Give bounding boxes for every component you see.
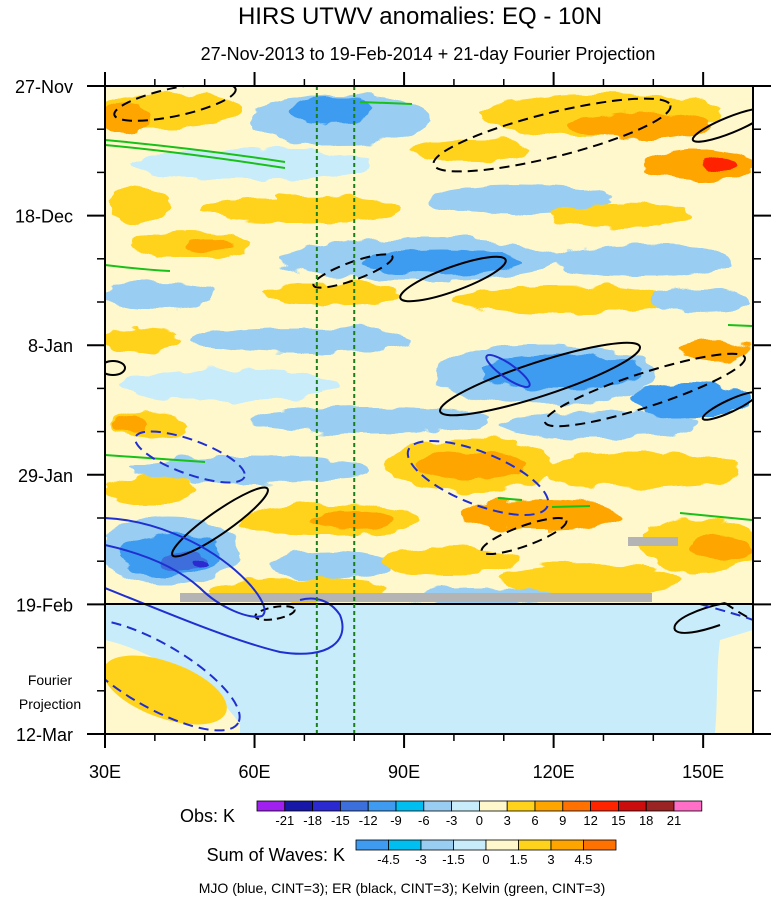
- x-tick-label: 90E: [388, 762, 420, 782]
- obs-legend-swatch: [645, 800, 675, 812]
- x-tick-label: 120E: [533, 762, 575, 782]
- obs-legend-level-label: -6: [418, 813, 430, 828]
- obs-legend-level-label: 6: [531, 813, 538, 828]
- waves-legend-swatch: [420, 839, 454, 851]
- projection-right-positive: [715, 630, 753, 734]
- obs-legend-swatch: [339, 800, 369, 812]
- chart-subtitle: 27-Nov-2013 to 19-Feb-2014 + 21-day Four…: [201, 44, 656, 64]
- obs-legend-level-label: 21: [667, 813, 681, 828]
- y-tick-label: 27-Nov: [15, 77, 73, 97]
- x-axis: 30E 60E 90E 120E 150E: [89, 72, 724, 782]
- y-tick-label: 19-Feb: [16, 595, 73, 615]
- obs-legend-swatch: [506, 800, 536, 812]
- obs-legend-swatch: [478, 800, 508, 812]
- waves-legend-level-label: 3: [547, 852, 554, 867]
- missing-data-bar: [180, 593, 652, 602]
- obs-legend-level-label: 18: [639, 813, 653, 828]
- reference-lines: [315, 86, 356, 734]
- obs-legend-level-label: 0: [476, 813, 483, 828]
- obs-legend-swatch: [590, 800, 619, 812]
- obs-legend-swatch: [562, 800, 591, 812]
- waves-legend-level-label: 4.5: [574, 852, 592, 867]
- obs-legend-level-label: -9: [390, 813, 402, 828]
- y-tick-label: 29-Jan: [18, 466, 73, 486]
- obs-legend-swatch: [534, 800, 564, 812]
- waves-legend-swatch: [518, 839, 552, 851]
- waves-legend-level-label: -3: [415, 852, 427, 867]
- obs-legend-level-label: -21: [275, 813, 294, 828]
- obs-legend-swatch: [284, 800, 313, 812]
- obs-legend-label: Obs: K: [180, 806, 235, 826]
- waves-legend-bar: -4.5 -3 -1.5 0 1.5 3 4.5: [355, 839, 617, 867]
- waves-legend-swatch: [453, 839, 487, 851]
- waves-legend-swatch: [388, 839, 422, 851]
- obs-legend-level-label: -12: [359, 813, 378, 828]
- x-tick-label: 30E: [89, 762, 121, 782]
- obs-legend-swatch: [312, 800, 341, 812]
- obs-legend-level-label: 9: [559, 813, 566, 828]
- obs-legend-swatch: [367, 800, 397, 812]
- y-axis: 27-Nov 18-Dec 8-Jan 29-Jan 19-Feb 12-Mar: [15, 77, 771, 745]
- chart-title: HIRS UTWV anomalies: EQ - 10N: [238, 3, 602, 30]
- obs-legend-swatch: [451, 800, 480, 812]
- obs-legend-level-label: -3: [446, 813, 458, 828]
- x-tick-label: 150E: [682, 762, 724, 782]
- y-tick-label: 12-Mar: [16, 725, 73, 745]
- projection-positive-core: [105, 655, 227, 725]
- obs-legend-level-label: -18: [303, 813, 322, 828]
- waves-legend-level-label: -4.5: [377, 852, 399, 867]
- er-contours: [105, 86, 753, 634]
- obs-legend-level-label: 12: [583, 813, 597, 828]
- obs-legend-level-label: -15: [331, 813, 350, 828]
- y-tick-label: 18-Dec: [15, 207, 73, 227]
- waves-legend-label: Sum of Waves: K: [207, 845, 345, 865]
- waves-legend-swatch: [550, 839, 584, 851]
- projection-label-line2: Projection: [19, 696, 81, 712]
- obs-legend-swatch: [395, 800, 425, 812]
- waves-legend-swatch: [355, 839, 389, 851]
- obs-legend-bar: -21 -18 -15 -12 -9 -6 -3 0 3 6 9 12 15 18 21: [256, 800, 703, 828]
- obs-legend-level-label: 3: [504, 813, 511, 828]
- y-tick-label: 8-Jan: [28, 336, 73, 356]
- obs-anomaly-field: [105, 92, 753, 604]
- obs-legend-swatch: [423, 800, 452, 812]
- waves-legend-swatch: [583, 839, 617, 851]
- obs-legend-swatch: [618, 800, 647, 812]
- waves-legend-level-label: 0: [482, 852, 489, 867]
- waves-legend-level-label: -1.5: [442, 852, 464, 867]
- obs-legend-level-label: 15: [611, 813, 625, 828]
- missing-data-bar: [628, 537, 678, 546]
- footer-caption: MJO (blue, CINT=3); ER (black, CINT=3); …: [199, 880, 606, 896]
- waves-legend-level-label: 1.5: [509, 852, 527, 867]
- waves-legend-swatch: [485, 839, 519, 851]
- obs-legend-swatch: [256, 800, 286, 812]
- plot-frame: [104, 85, 754, 735]
- obs-legend-swatch: [673, 800, 703, 812]
- x-tick-label: 60E: [239, 762, 271, 782]
- projection-label-line1: Fourier: [28, 672, 73, 688]
- plot-area: [105, 86, 753, 734]
- kelvin-contours: [105, 101, 753, 521]
